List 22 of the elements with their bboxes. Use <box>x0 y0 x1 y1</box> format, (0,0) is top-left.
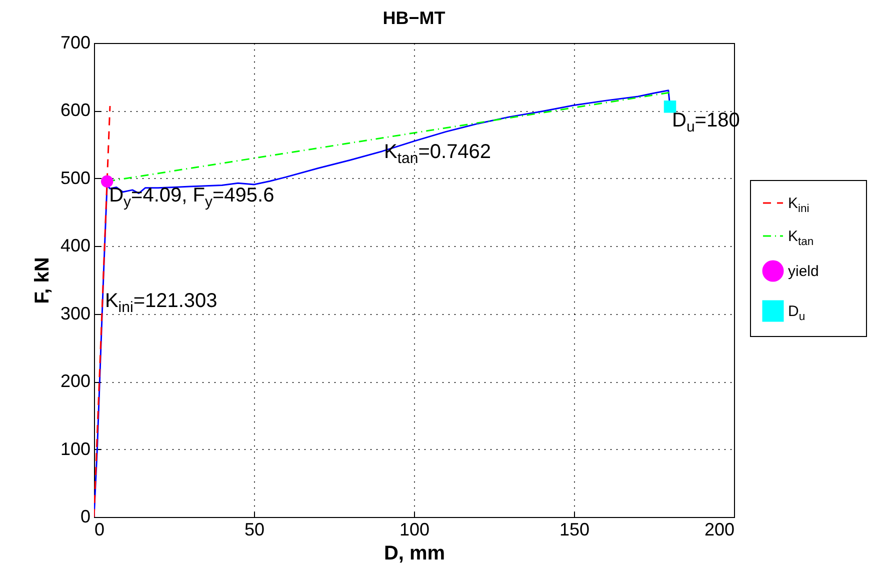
y-tick-label: 0 <box>80 506 90 526</box>
annotation: D$_{y}$=4.09, F$_{y}$=495.6 <box>109 184 274 211</box>
legend-label: D$_{u}$ <box>788 303 806 323</box>
y-tick-label: 400 <box>60 236 90 256</box>
y-tick-label: 300 <box>60 303 90 324</box>
legend-label: K$_{ini}$ <box>788 195 810 215</box>
x-tick-label: 0 <box>94 520 105 540</box>
y-tick-label: 600 <box>60 100 90 120</box>
x-tick-label: 100 <box>399 520 430 540</box>
y-axis-title: F, kN <box>31 257 54 304</box>
annotation: K$_{ini}$=121.303 <box>104 290 218 316</box>
legend-label: yield <box>788 263 819 280</box>
y-tick-label: 200 <box>60 371 90 392</box>
y-tick-label: 100 <box>60 438 90 459</box>
x-tick-label: 200 <box>704 520 734 540</box>
x-axis-title: D, mm <box>384 542 446 564</box>
y-tick-label: 700 <box>60 32 90 52</box>
legend-label: K$_{tan}$ <box>788 228 814 248</box>
y-tick-label: 500 <box>60 168 90 188</box>
chart-title: HB−MT <box>382 8 446 28</box>
x-tick-label: 150 <box>559 520 590 540</box>
x-tick-label: 50 <box>244 520 265 540</box>
